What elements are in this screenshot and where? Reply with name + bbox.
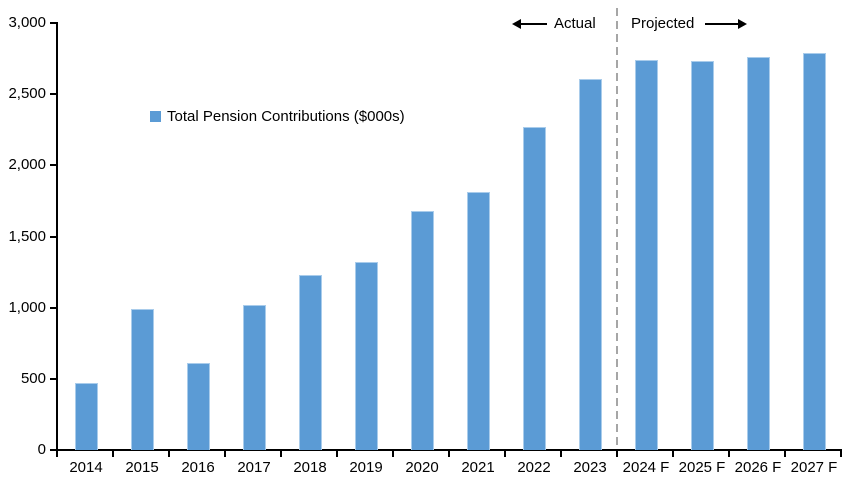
y-axis-tick: [50, 377, 56, 380]
x-tick-label: 2020: [405, 459, 439, 476]
x-axis-tick: [728, 451, 730, 457]
x-axis-tick: [616, 451, 618, 457]
y-tick-label: 3,000: [8, 14, 46, 31]
x-tick-label: 2015: [125, 459, 159, 476]
y-axis-tick: [50, 93, 56, 96]
y-tick-label: 500: [20, 369, 46, 387]
bar-2024-f: [635, 60, 658, 450]
x-tick-label: 2021: [461, 459, 495, 476]
x-tick-label: 2017: [237, 459, 271, 476]
y-tick-label: 0: [37, 441, 46, 458]
bar-2023: [579, 79, 602, 450]
bar-2018: [299, 275, 322, 450]
y-axis-tick: [50, 235, 56, 238]
x-axis-tick: [336, 451, 338, 457]
legend-label: Total Pension Contributions ($000s): [167, 108, 405, 125]
actual-label: Actual: [554, 15, 596, 32]
x-axis-tick: [840, 451, 842, 457]
bar-2026-f: [747, 57, 770, 450]
x-axis-tick: [112, 451, 114, 457]
projected-arrow-right-icon: [705, 18, 747, 30]
bar-2022: [523, 127, 546, 450]
x-tick-label: 2016: [181, 459, 215, 476]
x-tick-label: 2023: [573, 459, 607, 476]
x-axis-tick: [224, 451, 226, 457]
x-axis-line: [56, 449, 842, 451]
legend-marker-icon: [150, 111, 161, 122]
y-tick-label: 1,500: [8, 227, 46, 245]
x-axis-tick: [56, 451, 58, 457]
bar-2017: [243, 305, 266, 450]
x-tick-label: 2018: [293, 459, 327, 476]
y-axis-tick: [50, 306, 56, 309]
x-axis-tick: [672, 451, 674, 457]
x-axis-tick: [168, 451, 170, 457]
y-tick-label: 2,500: [8, 85, 46, 103]
actual-arrow-left-icon: [512, 18, 547, 30]
y-axis-tick: [50, 22, 56, 24]
bar-2015: [131, 309, 154, 450]
y-axis-tick: [50, 164, 56, 167]
bar-2020: [411, 211, 434, 450]
x-tick-label: 2024 F: [622, 459, 670, 476]
bar-2027-f: [803, 53, 826, 450]
x-tick-label: 2022: [517, 459, 551, 476]
actual-projected-divider: [616, 8, 618, 450]
bar-2016: [187, 363, 210, 450]
x-axis-tick: [784, 451, 786, 457]
y-tick-label: 2,000: [8, 156, 46, 174]
x-axis-tick: [504, 451, 506, 457]
x-tick-label: 2014: [69, 459, 103, 476]
x-tick-label: 2019: [349, 459, 383, 476]
x-axis-tick: [448, 451, 450, 457]
bar-2014: [75, 383, 98, 450]
y-axis-tick: [50, 449, 56, 451]
bar-2021: [467, 192, 490, 450]
x-tick-label: 2026 F: [734, 459, 782, 476]
y-axis-line: [56, 22, 58, 452]
bar-2025-f: [691, 61, 714, 450]
x-axis-tick: [280, 451, 282, 457]
projected-label: Projected: [631, 15, 695, 32]
bar-2019: [355, 262, 378, 450]
x-tick-label: 2025 F: [678, 459, 726, 476]
x-tick-label: 2027 F: [790, 459, 838, 476]
x-axis-tick: [392, 451, 394, 457]
x-axis-tick: [560, 451, 562, 457]
y-tick-label: 1,000: [8, 298, 46, 316]
